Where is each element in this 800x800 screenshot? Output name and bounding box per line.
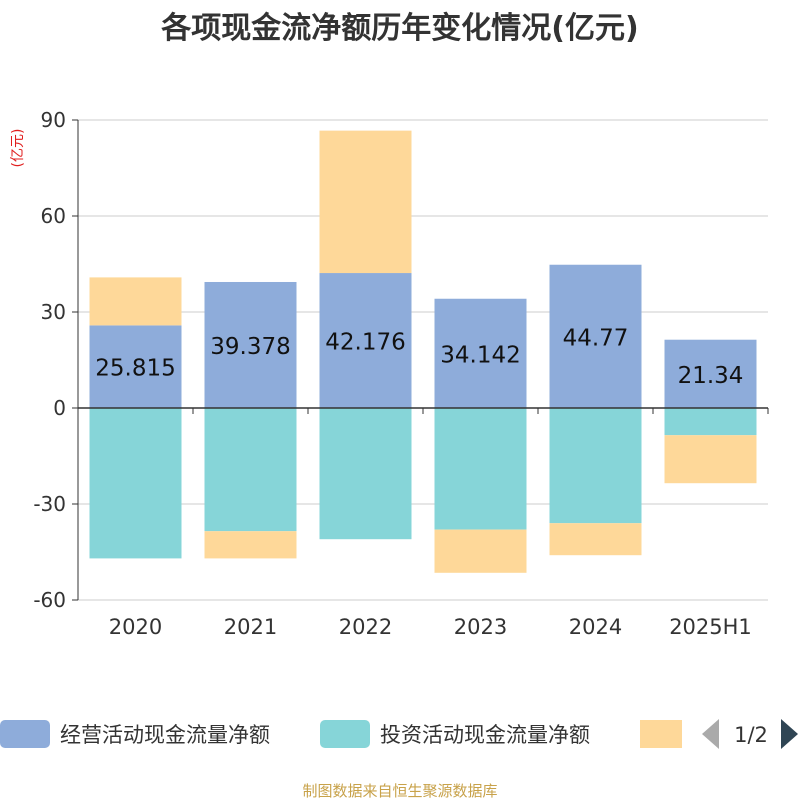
data-label: 21.34 [678,363,744,389]
legend-swatch-operating [0,720,50,748]
data-label: 42.176 [325,330,405,356]
data-label: 34.142 [440,342,520,368]
legend-label-operating: 经营活动现金流量净额 [60,723,270,747]
data-label: 39.378 [210,334,290,360]
data-source-note: 制图数据来自恒生聚源数据库 [302,782,497,800]
legend-label-investing: 投资活动现金流量净额 [380,723,590,747]
bar-segment-series0[interactable] [434,298,527,408]
legend-item-investing[interactable]: 投资活动现金流量净额 [320,720,590,748]
bar-segment-series0[interactable] [89,325,182,408]
legend-swatch-investing [320,720,370,748]
bar-segment-series2[interactable] [664,435,757,484]
bar-segment-series2[interactable] [89,277,182,326]
data-label: 44.77 [563,325,629,351]
y-axis-unit-label: (亿元) [10,129,26,168]
bar-segment-series1[interactable] [89,408,182,559]
y-tick-label: 30 [41,300,66,324]
bar-segment-series0[interactable] [664,339,757,408]
bar-segment-series2[interactable] [434,529,527,573]
bar-segment-series2[interactable] [319,130,412,274]
triangle-right-icon[interactable] [781,719,798,749]
data-labels: 25.815 39.378 42.176 34.142 44.77 21.34 [95,325,743,388]
bar-segment-series1[interactable] [434,408,527,530]
x-tick-label: 2020 [109,615,162,639]
bar-segment-series2[interactable] [204,531,297,559]
bar-segment-series1[interactable] [664,408,757,436]
y-tick-label: -30 [33,492,66,516]
y-tick-label: 60 [41,204,66,228]
x-tick-label: 2022 [339,615,392,639]
data-label: 25.815 [95,356,175,382]
x-tick-label: 2021 [224,615,277,639]
x-tick-label: 2023 [454,615,507,639]
x-tick-label: 2024 [569,615,622,639]
bar-segment-series1[interactable] [204,408,297,532]
bar-segment-series1[interactable] [319,408,412,540]
legend-item-operating[interactable]: 经营活动现金流量净额 [0,720,270,748]
legend-item-third[interactable] [640,720,682,748]
legend: 经营活动现金流量净额 投资活动现金流量净额 1/2 [0,719,798,749]
axes: 90 60 30 0 -30 -60 2020 2021 2022 2023 2024 2025H1 [33,108,769,639]
chart-title: 各项现金流净额历年变化情况(亿元) [160,11,638,46]
bar-segment-series0[interactable] [319,273,412,408]
legend-swatch-third [640,720,682,748]
bar-segment-series2[interactable] [549,523,642,556]
triangle-left-icon[interactable] [702,719,719,749]
y-tick-label: 0 [53,396,66,420]
bar-segment-series0[interactable] [549,264,642,408]
legend-page-indicator: 1/2 [734,723,768,747]
bar-segment-series1[interactable] [549,408,642,524]
y-tick-label: -60 [33,588,66,612]
bar-segment-series0[interactable] [204,281,297,408]
grid-lines [78,119,768,601]
legend-pager: 1/2 [702,719,798,749]
bar-series [89,130,757,573]
y-tick-label: 90 [41,108,66,132]
x-tick-label: 2025H1 [669,615,752,639]
